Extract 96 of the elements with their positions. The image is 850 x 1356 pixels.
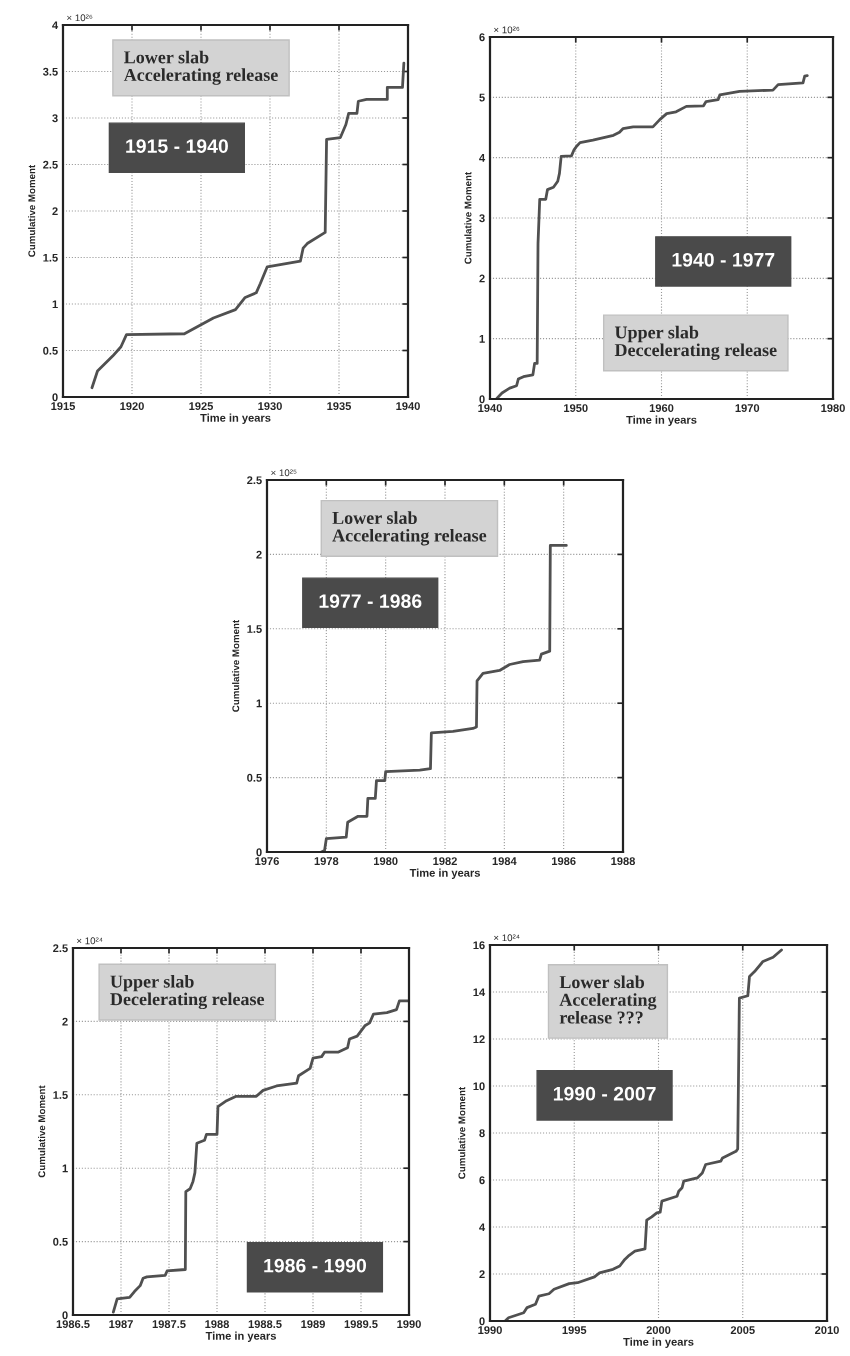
- x-tick-label: 1980: [821, 404, 845, 413]
- x-tick-label: 1988: [205, 1320, 230, 1329]
- line-series: [503, 948, 783, 1321]
- y-tick-label: 0: [62, 1311, 68, 1320]
- y-tick-label: 1.5: [43, 253, 58, 262]
- y-tick-label: 3: [52, 114, 58, 123]
- y-tick-label: 12: [473, 1035, 485, 1044]
- x-axis-title: Time in years: [200, 413, 271, 424]
- y-axis-title: Cumulative Moment: [232, 619, 240, 712]
- x-tick-label: 1987.5: [152, 1320, 186, 1329]
- x-tick-label: 1978: [314, 857, 339, 866]
- x-axis-title: Time in years: [623, 1337, 694, 1348]
- annotation: Lower slab Accelerating release: [123, 50, 278, 85]
- y-tick-label: 1: [256, 699, 262, 708]
- x-tick-label: 1940: [396, 402, 420, 411]
- y-tick-label: 4: [52, 21, 59, 30]
- y-tick-label: 2: [62, 1017, 68, 1026]
- x-tick-label: 2010: [815, 1326, 839, 1335]
- x-tick-label: 1988.5: [248, 1320, 282, 1329]
- annotation: Lower slab Accelerating release ???: [559, 975, 657, 1024]
- y-tick-label: 2: [256, 550, 262, 559]
- x-axis-title: Time in years: [626, 415, 697, 426]
- y-tick-label: 2.5: [247, 476, 262, 485]
- text: × 10²⁴: [77, 937, 103, 945]
- x-tick-label: 1960: [649, 404, 674, 413]
- text: × 10²⁵: [271, 469, 297, 477]
- x-tick-label: 1990: [397, 1320, 421, 1329]
- annotation: 1986 - 1990: [264, 1258, 367, 1273]
- x-tick-label: 1989: [301, 1320, 325, 1329]
- y-tick-label: 10: [473, 1082, 485, 1091]
- x-tick-label: 1988: [611, 857, 636, 866]
- x-axis-title: Time in years: [205, 1331, 276, 1342]
- y-tick-label: 1: [52, 300, 58, 309]
- y-tick-label: 0.5: [247, 773, 262, 782]
- x-tick-label: 1920: [120, 402, 144, 411]
- x-tick-label: 1982: [433, 857, 457, 866]
- annotation: Lower slab Accelerating release: [332, 511, 487, 546]
- annotation: 1977 - 1986: [319, 594, 422, 608]
- y-tick-label: 5: [479, 93, 485, 102]
- annotation: 1940 - 1977: [672, 252, 775, 267]
- y-tick-label: 6: [479, 1176, 485, 1185]
- x-tick-label: 1986: [552, 857, 576, 866]
- y-tick-label: 3: [479, 214, 485, 223]
- x-tick-label: 1925: [189, 402, 214, 411]
- x-tick-label: 1995: [562, 1326, 587, 1335]
- y-tick-label: 14: [473, 988, 486, 997]
- y-tick-label: 0: [256, 848, 262, 857]
- annotation: 1915 - 1940: [126, 139, 228, 153]
- y-axis-title: Cumulative Moment: [458, 1086, 466, 1179]
- text: × 10²⁶: [67, 14, 93, 22]
- y-axis-title: Cumulative Moment: [28, 164, 36, 257]
- text: × 10²⁶: [494, 26, 520, 34]
- y-tick-label: 2: [52, 207, 58, 216]
- y-axis-title: Cumulative Moment: [38, 1085, 46, 1178]
- x-tick-label: 1950: [564, 404, 588, 413]
- x-tick-label: 1980: [374, 857, 398, 866]
- x-axis-title: Time in years: [409, 868, 480, 879]
- x-tick-label: 1990: [478, 1326, 502, 1335]
- y-tick-label: 1.5: [53, 1091, 68, 1099]
- x-tick-label: 1987: [109, 1320, 133, 1329]
- y-tick-label: 0.5: [43, 346, 58, 355]
- y-tick-label: 6: [479, 33, 485, 42]
- y-tick-label: 1.5: [247, 625, 262, 633]
- x-tick-label: 1989.5: [344, 1320, 378, 1329]
- y-tick-label: 4: [479, 154, 486, 162]
- y-tick-label: 0: [52, 393, 58, 402]
- y-tick-label: 4: [479, 1223, 486, 1232]
- x-tick-label: 1915: [51, 402, 76, 411]
- annotation: 1990 - 2007: [553, 1086, 656, 1101]
- x-tick-label: 2005: [730, 1326, 755, 1335]
- annotation: Upper slab Decelerating release: [110, 974, 265, 1010]
- text: × 10²⁴: [494, 934, 520, 942]
- x-tick-label: 1986.5: [56, 1320, 90, 1329]
- x-tick-label: 1935: [327, 402, 352, 411]
- y-tick-label: 0: [479, 1317, 485, 1326]
- line-series: [495, 74, 809, 399]
- y-tick-label: 2: [479, 1270, 485, 1279]
- x-tick-label: 1930: [258, 402, 282, 411]
- line-series: [319, 544, 568, 852]
- y-tick-label: 1: [62, 1164, 68, 1173]
- annotation: Upper slab Deccelerating release: [614, 325, 777, 360]
- y-tick-label: 2.5: [53, 944, 68, 953]
- y-tick-label: 1: [479, 335, 485, 343]
- y-tick-label: 2: [479, 274, 485, 283]
- x-tick-label: 2000: [646, 1326, 671, 1335]
- y-tick-label: 16: [473, 941, 485, 950]
- y-tick-label: 3.5: [42, 67, 58, 76]
- y-tick-label: 0: [479, 395, 485, 404]
- y-axis-title: Cumulative Moment: [464, 171, 472, 264]
- x-tick-label: 1984: [492, 857, 517, 866]
- y-tick-label: 2.5: [43, 160, 58, 169]
- x-tick-label: 1976: [255, 857, 279, 866]
- x-tick-label: 1970: [735, 404, 760, 413]
- x-tick-label: 1940: [478, 404, 502, 413]
- y-tick-label: 8: [479, 1129, 485, 1138]
- y-tick-label: 0.5: [53, 1237, 68, 1246]
